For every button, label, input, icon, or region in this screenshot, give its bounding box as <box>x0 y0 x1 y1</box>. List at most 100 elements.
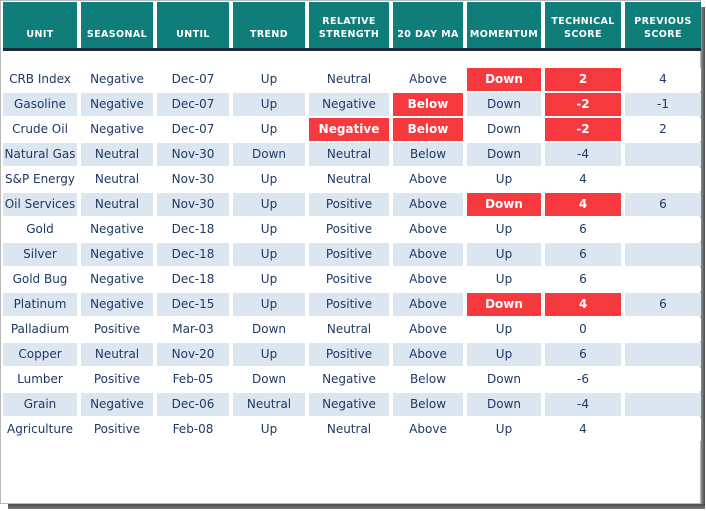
data-cell-relative-strength: Neutral <box>309 68 389 91</box>
data-cell-seasonal: Negative <box>81 393 153 416</box>
unit-cell: S&P Energy <box>3 168 77 191</box>
data-cell-seasonal: Negative <box>81 268 153 291</box>
unit-cell: Oil Services <box>3 193 77 216</box>
data-cell-trend: Down <box>233 318 305 341</box>
data-cell-momentum: Up <box>467 268 541 291</box>
data-cell-technical-score: 6 <box>545 218 621 241</box>
table-row-silver: Silver Negative Dec-18 Up Positive Above Up 6 <box>3 243 701 266</box>
data-cell-seasonal: Neutral <box>81 193 153 216</box>
data-cell-trend: Up <box>233 168 305 191</box>
data-cell-technical-score: -2 <box>545 118 621 141</box>
table-row-natural-gas: Natural Gas Neutral Nov-30 Down Neutral Below… <box>3 143 701 166</box>
data-cell-technical-score: 6 <box>545 343 621 366</box>
data-cell-technical-score: -4 <box>545 393 621 416</box>
data-cell-relative-strength: Positive <box>309 243 389 266</box>
data-cell-technical-score: 2 <box>545 68 621 91</box>
data-cell-momentum: Up <box>467 168 541 191</box>
unit-cell: Copper <box>3 343 77 366</box>
column-header-20-day-ma: 20 DAY MA <box>393 2 463 48</box>
data-cell-technical-score: 4 <box>545 193 621 216</box>
frame-shadow-right <box>701 7 705 508</box>
data-cell-previous-score <box>625 368 701 391</box>
header-row: UNIT SEASONAL UNTIL TREND RELATIVE STRENGTH 2… <box>3 2 701 51</box>
data-cell-previous-score: 6 <box>625 293 701 316</box>
unit-cell: Crude Oil <box>3 118 77 141</box>
data-cell-20-day-ma: Above <box>393 293 463 316</box>
data-cell-seasonal: Negative <box>81 243 153 266</box>
data-cell-technical-score: -6 <box>545 368 621 391</box>
table-row-gold: Gold Negative Dec-18 Up Positive Above Up 6 <box>3 218 701 241</box>
data-cell-until: Nov-20 <box>157 343 229 366</box>
data-cell-until: Nov-30 <box>157 168 229 191</box>
unit-cell: Grain <box>3 393 77 416</box>
column-header-momentum: MOMENTUM <box>467 2 541 48</box>
table-row-crb-index: CRB Index Negative Dec-07 Up Neutral Above Dow… <box>3 68 701 91</box>
data-cell-relative-strength: Negative <box>309 368 389 391</box>
data-cell-relative-strength: Negative <box>309 393 389 416</box>
data-cell-until: Dec-07 <box>157 118 229 141</box>
data-cell-until: Mar-03 <box>157 318 229 341</box>
data-cell-until: Feb-05 <box>157 368 229 391</box>
data-cell-seasonal: Negative <box>81 118 153 141</box>
data-cell-seasonal: Negative <box>81 293 153 316</box>
data-cell-20-day-ma: Below <box>393 393 463 416</box>
column-header-technical-score: TECHNICAL SCORE <box>545 2 621 48</box>
data-cell-until: Dec-07 <box>157 68 229 91</box>
data-cell-until: Dec-15 <box>157 293 229 316</box>
data-cell-technical-score: 0 <box>545 318 621 341</box>
data-cell-momentum: Down <box>467 293 541 316</box>
data-cell-20-day-ma: Above <box>393 318 463 341</box>
unit-cell: Gold Bug <box>3 268 77 291</box>
frame-shadow-bottom <box>8 504 705 509</box>
data-cell-seasonal: Negative <box>81 218 153 241</box>
data-cell-momentum: Up <box>467 218 541 241</box>
data-cell-until: Nov-30 <box>157 143 229 166</box>
data-cell-seasonal: Positive <box>81 368 153 391</box>
data-cell-previous-score <box>625 393 701 416</box>
column-header-seasonal: SEASONAL <box>81 2 153 48</box>
data-cell-previous-score <box>625 343 701 366</box>
data-cell-trend: Up <box>233 418 305 441</box>
data-cell-trend: Neutral <box>233 393 305 416</box>
data-cell-20-day-ma: Above <box>393 168 463 191</box>
data-cell-relative-strength: Positive <box>309 293 389 316</box>
unit-cell: Palladium <box>3 318 77 341</box>
table-row-lumber: Lumber Positive Feb-05 Down Negative Below Dow… <box>3 368 701 391</box>
data-cell-until: Dec-06 <box>157 393 229 416</box>
data-cell-previous-score: 6 <box>625 193 701 216</box>
data-cell-previous-score <box>625 243 701 266</box>
data-cell-trend: Up <box>233 218 305 241</box>
table-row-copper: Copper Neutral Nov-20 Up Positive Above Up 6 <box>3 343 701 366</box>
data-cell-momentum: Down <box>467 68 541 91</box>
unit-cell: Platinum <box>3 293 77 316</box>
data-cell-until: Dec-18 <box>157 268 229 291</box>
table-row-platinum: Platinum Negative Dec-15 Up Positive Above Dow… <box>3 293 701 316</box>
data-cell-momentum: Down <box>467 193 541 216</box>
data-cell-momentum: Down <box>467 93 541 116</box>
data-cell-trend: Down <box>233 368 305 391</box>
data-cell-trend: Down <box>233 143 305 166</box>
unit-cell: Agriculture <box>3 418 77 441</box>
data-cell-20-day-ma: Below <box>393 143 463 166</box>
data-cell-momentum: Up <box>467 318 541 341</box>
data-cell-technical-score: 4 <box>545 168 621 191</box>
screenshot-frame: UNIT SEASONAL UNTIL TREND RELATIVE STRENGTH 2… <box>0 0 701 504</box>
data-cell-momentum: Down <box>467 143 541 166</box>
data-cell-until: Dec-18 <box>157 243 229 266</box>
data-cell-seasonal: Positive <box>81 318 153 341</box>
data-cell-previous-score: -1 <box>625 93 701 116</box>
data-cell-momentum: Up <box>467 243 541 266</box>
table-row-gold-bug: Gold Bug Negative Dec-18 Up Positive Above Up 6 <box>3 268 701 291</box>
data-cell-trend: Up <box>233 343 305 366</box>
data-cell-seasonal: Neutral <box>81 143 153 166</box>
data-cell-relative-strength: Positive <box>309 268 389 291</box>
unit-cell: Silver <box>3 243 77 266</box>
unit-cell: Lumber <box>3 368 77 391</box>
data-cell-trend: Up <box>233 293 305 316</box>
data-cell-momentum: Down <box>467 118 541 141</box>
column-header-until: UNTIL <box>157 2 229 48</box>
data-cell-previous-score <box>625 418 701 441</box>
data-cell-20-day-ma: Above <box>393 68 463 91</box>
data-cell-20-day-ma: Above <box>393 343 463 366</box>
commodity-score-table: UNIT SEASONAL UNTIL TREND RELATIVE STRENGTH 2… <box>3 2 701 443</box>
